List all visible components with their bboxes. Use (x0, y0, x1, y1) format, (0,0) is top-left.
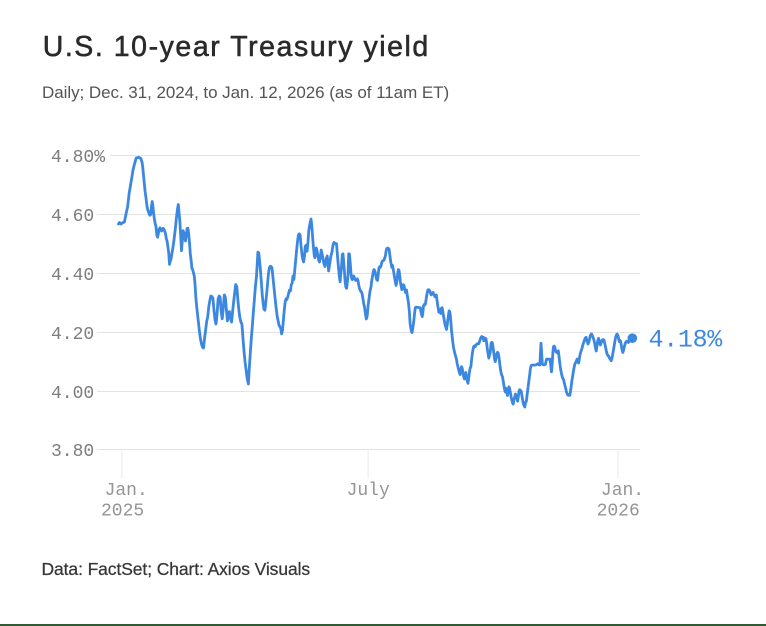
svg-text:4.00: 4.00 (51, 384, 94, 404)
svg-text:3.80: 3.80 (51, 442, 94, 462)
svg-text:4.80%: 4.80% (51, 148, 105, 168)
svg-text:Jan.: Jan. (105, 481, 148, 501)
svg-text:4.60: 4.60 (51, 207, 94, 227)
svg-text:4.40: 4.40 (51, 266, 94, 286)
svg-text:4.20: 4.20 (51, 325, 94, 345)
svg-text:Jan.: Jan. (601, 481, 644, 501)
svg-text:2026: 2026 (597, 502, 640, 522)
svg-text:July: July (347, 481, 390, 501)
svg-text:4.18%: 4.18% (649, 325, 724, 354)
svg-text:2025: 2025 (101, 502, 144, 522)
